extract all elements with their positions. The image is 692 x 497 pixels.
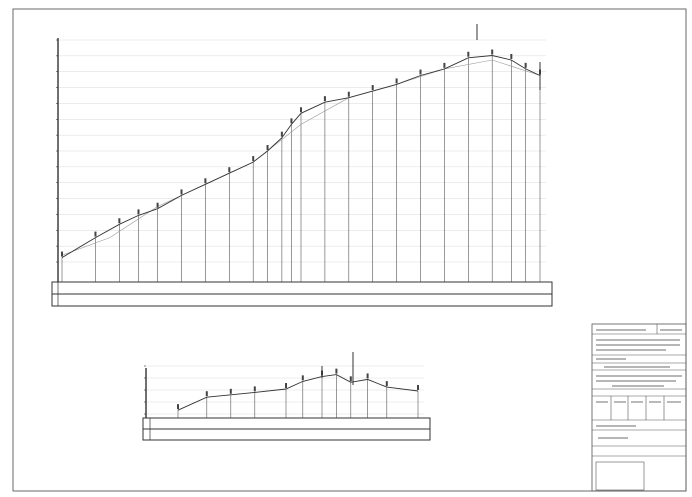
main-profile-station-marker [347,91,350,97]
main-profile-station-marker [371,85,374,91]
secondary-profile-station-marker [229,388,232,394]
secondary-profile-station-marker [253,386,256,392]
main-profile-station-marker [395,78,398,84]
main-profile-station-marker [228,167,231,173]
secondary-profile-station-marker [417,384,419,390]
main-profile-station-marker [491,49,494,55]
main-profile-station-marker [252,156,255,162]
sheet-border [12,8,687,492]
main-profile-station-marker [524,62,527,68]
secondary-profile-station-marker [205,391,208,397]
main-profile-station-lines [61,55,541,282]
main-longitudinal-profile [51,24,553,307]
title-block [591,323,687,492]
main-profile-station-marker [156,202,159,208]
secondary-longitudinal-profile [142,352,431,441]
main-profile-station-marker [180,189,183,195]
main-profile-grid [56,39,546,263]
secondary-profile-markers [177,352,419,410]
main-profile-markers [61,24,541,257]
main-profile-station-marker [137,209,140,215]
title-block-frame [591,323,687,492]
main-profile-station-marker [419,69,422,75]
secondary-profile-station-marker [285,383,287,389]
secondary-profile-station-marker [177,404,179,410]
main-profile-station-marker [290,118,293,124]
main-profile-station-marker [61,251,63,257]
secondary-profile-grid [144,365,424,415]
secondary-profile-station-marker [366,373,369,379]
main-profile-station-marker [118,218,121,224]
secondary-profile-station-lines [177,374,419,418]
title-block-stamp-box [595,461,645,491]
secondary-profile-station-marker [301,375,304,381]
main-profile-station-marker [443,62,446,68]
main-profile-station-marker [94,231,97,237]
main-profile-reference-line [61,59,541,256]
secondary-profile-station-marker [335,368,338,374]
main-profile-station-marker [204,178,207,184]
main-profile-station-marker [467,51,470,57]
main-profile-elevation-line [61,55,541,258]
main-profile-station-marker [300,107,302,113]
main-profile-station-marker [323,96,326,102]
secondary-profile-elevation-line [177,374,419,411]
main-profile-station-marker [280,131,283,137]
main-profile-station-marker [266,145,269,150]
main-profile-station-marker [510,53,513,59]
secondary-profile-station-marker [349,376,352,382]
title-block-text-lines [596,329,682,439]
secondary-profile-station-marker [385,381,388,387]
